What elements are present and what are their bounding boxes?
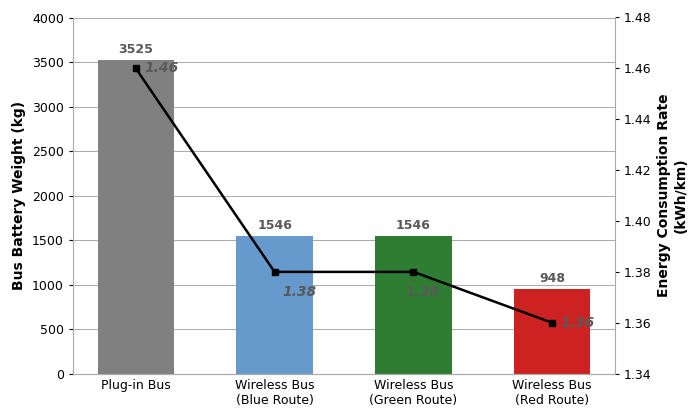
- Text: 1546: 1546: [257, 219, 292, 232]
- Y-axis label: Bus Battery Weight (kg): Bus Battery Weight (kg): [13, 101, 27, 290]
- Text: 3525: 3525: [118, 43, 153, 56]
- Text: 1546: 1546: [396, 219, 430, 232]
- Text: 1.46: 1.46: [144, 61, 178, 75]
- Bar: [237, 236, 313, 374]
- Text: 1.38: 1.38: [405, 285, 439, 299]
- Bar: [375, 236, 452, 374]
- Text: 948: 948: [539, 272, 565, 285]
- Bar: [514, 289, 590, 374]
- Bar: [97, 60, 174, 374]
- Text: 1.38: 1.38: [283, 285, 317, 299]
- Y-axis label: Energy Consumption Rate
(kWh/km): Energy Consumption Rate (kWh/km): [657, 94, 687, 297]
- Text: 1.36: 1.36: [561, 316, 594, 330]
